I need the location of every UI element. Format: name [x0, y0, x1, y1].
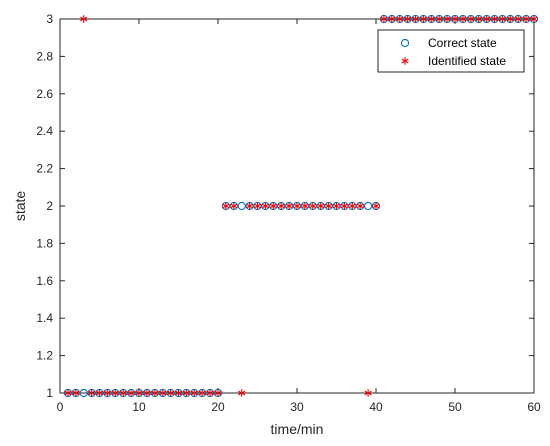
x-tick-label: 30 — [290, 400, 304, 414]
data-point-identified — [111, 389, 119, 397]
data-point-identified — [348, 202, 356, 210]
data-point-identified — [206, 389, 214, 397]
x-tick-label: 60 — [527, 400, 541, 414]
data-point-identified — [95, 389, 104, 397]
data-point-identified — [427, 15, 435, 23]
data-point-identified — [356, 202, 364, 210]
data-point-identified — [506, 15, 514, 23]
data-point-identified — [372, 202, 380, 210]
data-point-identified — [269, 202, 277, 210]
data-point-identified — [514, 15, 522, 23]
y-tick-label: 1.6 — [36, 274, 53, 288]
x-tick-label: 10 — [132, 400, 146, 414]
legend: Correct state Identified state — [377, 29, 525, 73]
data-point-identified — [475, 15, 483, 23]
data-point-identified — [388, 15, 396, 23]
data-point-identified — [230, 202, 238, 210]
data-point-identified — [143, 389, 151, 397]
x-axis-label: time/min — [271, 421, 324, 437]
data-point-identified — [498, 15, 506, 23]
data-point-identified — [135, 389, 143, 397]
legend-marker-correct-state — [400, 38, 410, 48]
data-point-identified — [419, 15, 427, 23]
y-tick-label: 2.8 — [36, 49, 53, 63]
y-tick-label: 2.2 — [36, 162, 53, 176]
data-point-identified — [435, 15, 443, 23]
x-tick-label: 50 — [448, 400, 462, 414]
data-point-identified — [246, 202, 254, 210]
data-point-identified — [72, 389, 80, 397]
data-point-identified — [530, 15, 538, 23]
data-point-identified — [182, 389, 190, 397]
y-tick-label: 1 — [46, 386, 53, 400]
y-tick-label: 2.6 — [36, 87, 53, 101]
series-identified-state — [64, 15, 538, 397]
legend-label-identified-state: Identified state — [428, 54, 506, 68]
data-point-identified — [151, 389, 159, 397]
x-tick-label: 20 — [211, 400, 225, 414]
legend-box — [377, 29, 525, 73]
data-point-identified — [159, 389, 167, 397]
data-point-identified — [119, 389, 127, 397]
data-point-identified — [261, 202, 269, 210]
y-tick-label: 2 — [46, 199, 53, 213]
legend-circle-marker — [400, 38, 410, 48]
data-point-identified — [459, 15, 467, 23]
data-point-identified — [467, 15, 475, 23]
data-point-identified — [340, 202, 348, 210]
data-point-identified — [404, 15, 412, 23]
data-point-identified — [190, 389, 198, 397]
data-point-identified — [174, 389, 183, 397]
data-point-identified — [483, 15, 491, 23]
x-tick-label: 0 — [57, 400, 64, 414]
y-tick-label: 1.4 — [36, 311, 53, 325]
data-point-identified — [396, 15, 404, 23]
data-point-identified — [103, 389, 111, 397]
y-tick-label: 1.2 — [36, 349, 53, 363]
y-axis-ticks: 1 1.2 1.4 1.6 1.8 2 2.2 2.4 2.6 2.8 3 — [36, 12, 534, 400]
data-point-identified — [88, 389, 96, 397]
x-tick-label: 40 — [369, 400, 383, 414]
data-point-identified — [293, 202, 301, 210]
data-point-identified — [301, 202, 309, 210]
data-point-identified — [222, 202, 230, 210]
data-point-identified — [317, 202, 325, 210]
data-point-identified — [411, 15, 420, 23]
legend-marker-identified-state — [401, 57, 409, 65]
y-tick-label: 2.4 — [36, 124, 53, 138]
y-axis-label: state — [12, 191, 28, 222]
data-point-identified — [253, 202, 262, 210]
data-point-identified — [451, 15, 459, 23]
data-point-identified — [332, 202, 341, 210]
data-point-identified — [380, 15, 388, 23]
data-point-identified — [64, 389, 72, 397]
data-point-identified — [285, 202, 293, 210]
data-point-identified — [277, 202, 285, 210]
data-point-identified — [214, 389, 222, 397]
y-tick-label: 1.8 — [36, 236, 53, 250]
legend-label-correct-state: Correct state — [428, 36, 497, 50]
data-point-identified — [238, 389, 246, 397]
data-point-identified — [309, 202, 317, 210]
data-point-identified — [364, 389, 372, 397]
data-points — [63, 14, 539, 398]
data-point-identified — [490, 15, 499, 23]
data-point-correct — [237, 201, 246, 211]
legend-asterisk-marker — [401, 57, 409, 65]
data-point-identified — [127, 389, 135, 397]
data-point-identified — [198, 389, 206, 397]
data-point-correct — [363, 201, 373, 211]
data-point-identified — [443, 15, 451, 23]
data-point-identified — [522, 15, 530, 23]
data-point-correct — [79, 388, 88, 398]
data-point-identified — [167, 389, 175, 397]
data-point-identified — [325, 202, 333, 210]
data-point-identified — [80, 15, 88, 23]
y-tick-label: 3 — [46, 12, 53, 26]
